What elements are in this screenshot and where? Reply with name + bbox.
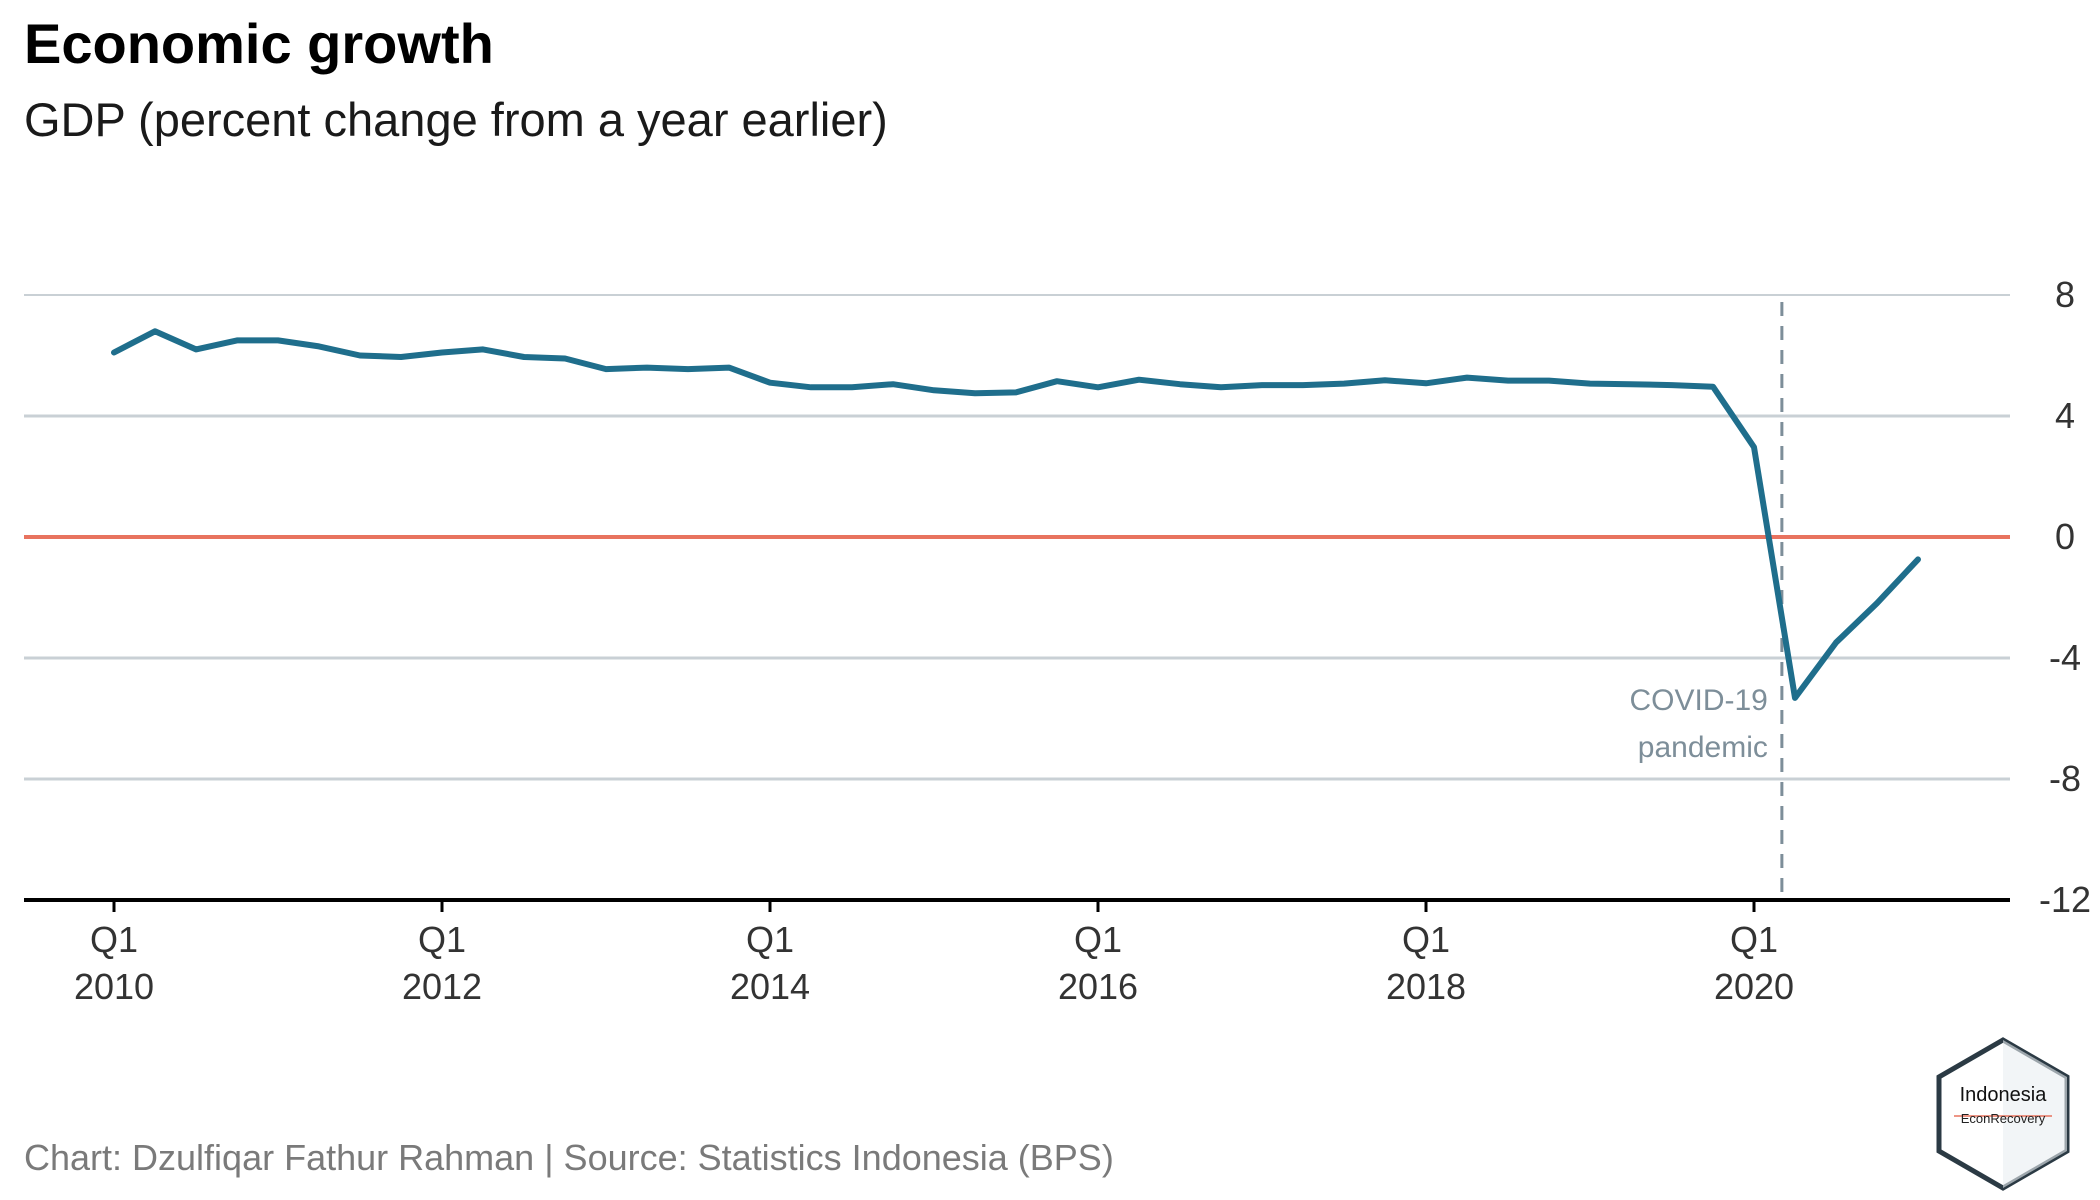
gdp-data-point <box>686 367 691 372</box>
gdp-data-point <box>1301 383 1306 388</box>
y-tick-label: -8 <box>2049 758 2081 799</box>
gdp-data-point <box>153 329 158 334</box>
gdp-data-point <box>645 365 650 370</box>
logo-line2: EconRecovery <box>1961 1111 2046 1126</box>
gdp-data-point <box>768 380 773 385</box>
gdp-data-point <box>1342 381 1347 386</box>
gdp-data-point <box>112 350 117 355</box>
axis-layer: 8 4 0 -4 -8 -12 Q1 2010 Q1 2012 Q1 2014 Q1 2016 Q1 2018… <box>24 274 2091 1007</box>
x-tick-label-quarter: Q1 <box>418 919 466 960</box>
gdp-data-point <box>399 355 404 360</box>
gdp-data-point <box>1137 377 1142 382</box>
y-tick-label: -12 <box>2039 879 2091 920</box>
gdp-data-point <box>440 350 445 355</box>
gdp-data-point <box>1752 445 1757 450</box>
gdp-data-point <box>1096 385 1101 390</box>
indonesia-econrecovery-logo: Indonesia EconRecovery <box>1936 1037 2070 1191</box>
gdp-data-point <box>1424 381 1429 386</box>
gdp-data-point <box>604 367 609 372</box>
gdp-growth-series-line <box>111 328 1921 701</box>
x-tick-label-quarter: Q1 <box>1402 919 1450 960</box>
series-layer <box>111 328 1921 701</box>
gdp-data-point <box>1260 383 1265 388</box>
y-tick-label: 8 <box>2055 274 2075 315</box>
logo-facet <box>2003 1040 2067 1188</box>
gdp-data-point <box>850 385 855 390</box>
x-tick-label-year: 2010 <box>74 966 154 1007</box>
x-tick-label-year: 2012 <box>402 966 482 1007</box>
y-tick-label: -4 <box>2049 637 2081 678</box>
gdp-data-point <box>1178 382 1183 387</box>
gdp-data-point <box>1670 383 1675 388</box>
gdp-data-point <box>235 338 240 343</box>
gdp-data-point <box>809 385 814 390</box>
covid-annotation-label-line1: COVID-19 <box>1630 684 1768 717</box>
x-tick-label-quarter: Q1 <box>90 919 138 960</box>
gdp-data-point <box>973 391 978 396</box>
gdp-data-point <box>1219 385 1224 390</box>
annotation-layer: COVID-19 pandemic <box>1630 302 1784 900</box>
gdp-data-point <box>1465 375 1470 380</box>
gdp-data-point <box>522 355 527 360</box>
x-tick-label-year: 2020 <box>1714 966 1794 1007</box>
gdp-data-point <box>891 382 896 387</box>
gdp-data-point <box>1014 390 1019 395</box>
chart-subtitle: GDP (percent change from a year earlier) <box>24 93 888 146</box>
gdp-data-point <box>1834 640 1839 645</box>
y-tick-label: 4 <box>2055 395 2075 436</box>
gdp-data-point <box>1629 382 1634 387</box>
gdp-data-point <box>932 388 937 393</box>
gdp-data-point <box>481 347 486 352</box>
gdp-data-point <box>276 338 281 343</box>
y-tick-label: 0 <box>2055 516 2075 557</box>
gdp-data-point <box>358 353 363 358</box>
gdp-data-point <box>194 347 199 352</box>
x-tick-label-year: 2018 <box>1386 966 1466 1007</box>
gdp-data-point <box>1793 695 1798 700</box>
gdp-data-point <box>1875 601 1880 606</box>
gdp-data-point <box>1055 379 1060 384</box>
gdp-data-point <box>317 344 322 349</box>
gdp-data-point <box>563 356 568 361</box>
x-tick-label-quarter: Q1 <box>1730 919 1778 960</box>
gdp-data-point <box>1506 378 1511 383</box>
source-caption: Chart: Dzulfiqar Fathur Rahman | Source:… <box>24 1137 1114 1178</box>
x-tick-label-year: 2016 <box>1058 966 1138 1007</box>
x-tick-label-year: 2014 <box>730 966 810 1007</box>
gdp-data-point <box>1916 557 1921 562</box>
x-tick-label-quarter: Q1 <box>1074 919 1122 960</box>
chart-title: Economic growth <box>24 12 494 75</box>
gdp-data-point <box>727 365 732 370</box>
gdp-data-point <box>1547 378 1552 383</box>
gdp-data-point <box>1711 384 1716 389</box>
grid-layer <box>24 294 2010 781</box>
gdp-data-point <box>1588 381 1593 386</box>
covid-annotation-label-line2: pandemic <box>1638 731 1768 764</box>
logo-line1: Indonesia <box>1960 1084 2048 1106</box>
gdp-data-point <box>1383 378 1388 383</box>
x-tick-label-quarter: Q1 <box>746 919 794 960</box>
